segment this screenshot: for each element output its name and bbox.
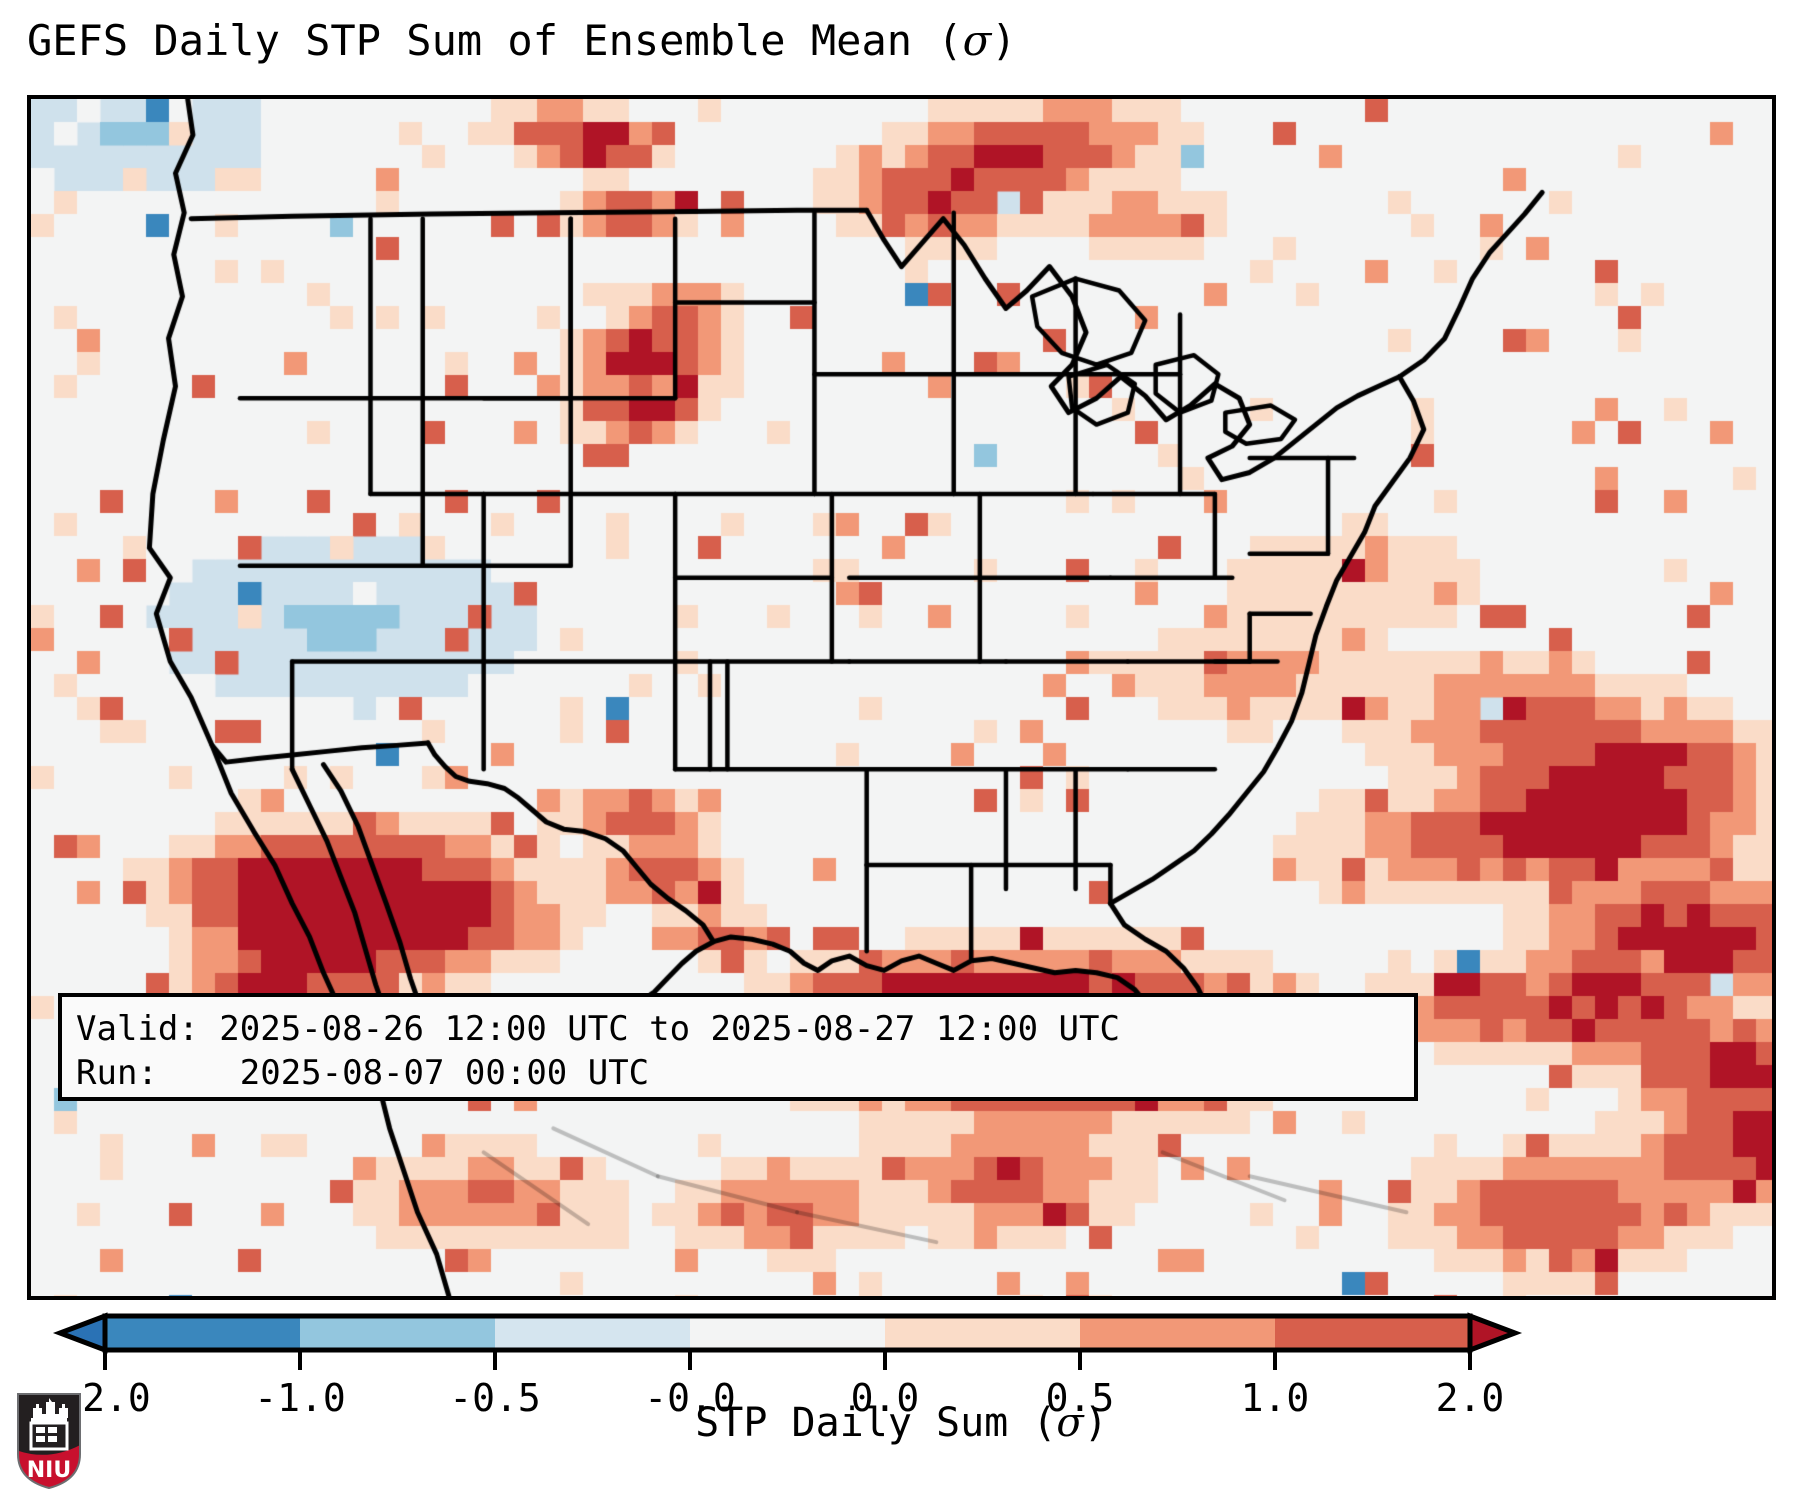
niu-logo-bottom-field xyxy=(18,1444,80,1488)
niu-logo-text: NIU xyxy=(27,1458,71,1483)
colorbar-tick-label: 1.0 xyxy=(1240,1376,1310,1420)
title-text-before: GEFS Daily STP Sum of Ensemble Mean ( xyxy=(27,16,963,65)
niu-logo-shield: NIU xyxy=(18,1394,80,1488)
colorbar-segment xyxy=(690,1316,886,1350)
colorbar-extend-low-arrow xyxy=(52,1312,108,1354)
colorbar-tick-label: -0.0 xyxy=(644,1376,736,1420)
colorbar-segment xyxy=(105,1316,301,1350)
colorbar-extend-high-arrow xyxy=(1467,1312,1523,1354)
niu-logo-outline xyxy=(17,1393,81,1490)
colorbar-tick-label: -1.0 xyxy=(254,1376,346,1420)
colorbar-segment xyxy=(300,1316,496,1350)
colorbar-segment xyxy=(1080,1316,1276,1350)
colorbar-tick-label: 2.0 xyxy=(1435,1376,1505,1420)
colorbar-segment xyxy=(1275,1316,1471,1350)
colorbar-segment xyxy=(495,1316,691,1350)
colorbar-tick-label: 0.0 xyxy=(850,1376,920,1420)
title-text-after: ) xyxy=(991,16,1017,65)
colorbar-tick-marks xyxy=(103,1350,1472,1370)
colorbar-segments xyxy=(52,1312,1523,1354)
map-panel[interactable] xyxy=(27,95,1776,1300)
cbar-label-sigma: σ xyxy=(1056,1400,1084,1446)
colorbar-segment xyxy=(885,1316,1081,1350)
title-sigma-symbol: σ xyxy=(962,16,992,65)
run-time-line: Run: 2025-08-07 00:00 UTC xyxy=(76,1053,650,1093)
colorbar-outline xyxy=(102,1313,1473,1353)
colorbar-tick-label: -0.5 xyxy=(449,1376,541,1420)
niu-logo-tower-icon xyxy=(29,1398,69,1451)
niu-logo[interactable]: NIU xyxy=(16,1392,82,1490)
colorbar-axis-label: STP Daily Sum (σ) xyxy=(0,1400,1803,1446)
cbar-label-after: ) xyxy=(1083,1400,1108,1446)
colorbar-tick-label: 0.5 xyxy=(1045,1376,1115,1420)
cbar-label-before: STP Daily Sum ( xyxy=(695,1400,1057,1446)
map-heatmap-canvas[interactable] xyxy=(31,99,1772,1296)
colorbar-panel: -2.0 -1.0 -0.5 -0.0 0.0 0.5 1.0 2.0 STP Daily S… xyxy=(0,1300,1803,1506)
valid-run-info-box: Valid: 2025-08-26 12:00 UTC to 2025-08-2… xyxy=(58,993,1418,1101)
valid-time-line: Valid: 2025-08-26 12:00 UTC to 2025-08-2… xyxy=(76,1009,1120,1049)
colorbar-graphic[interactable] xyxy=(0,1300,1803,1400)
page-title: GEFS Daily STP Sum of Ensemble Mean (σ) xyxy=(27,16,1017,66)
